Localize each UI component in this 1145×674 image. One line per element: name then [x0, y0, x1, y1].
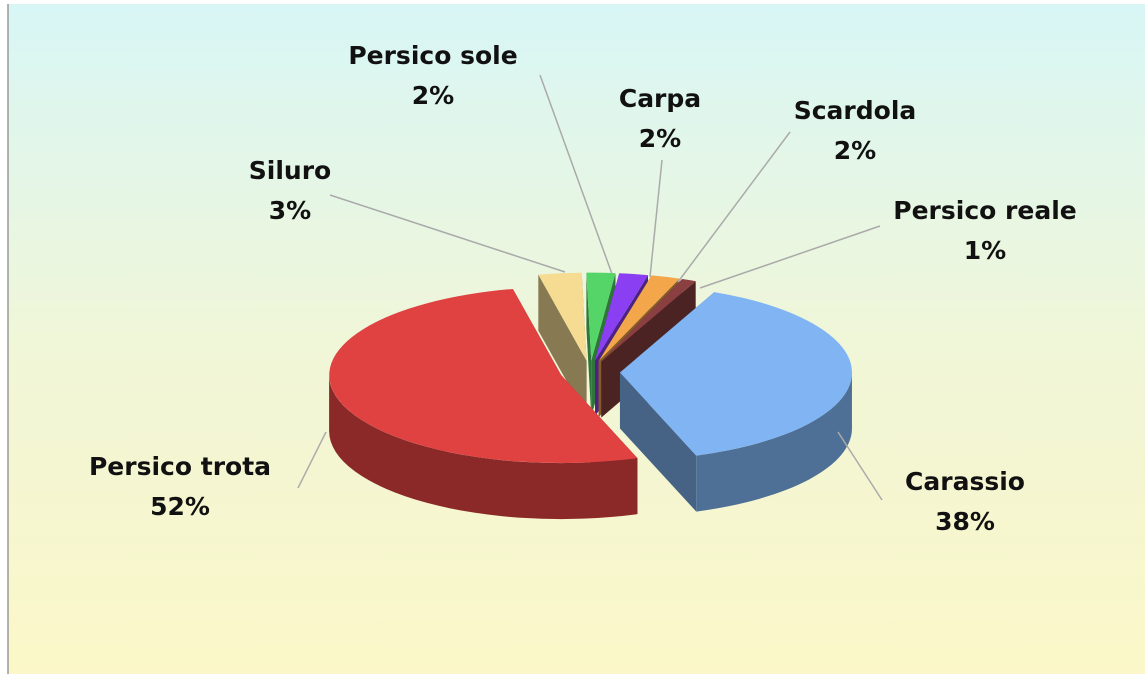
slice-wall [586, 272, 592, 417]
leader-line [649, 159, 663, 278]
slice-value-label: 2% [412, 81, 454, 110]
slice [538, 272, 587, 417]
slice-value-label: 1% [964, 236, 1006, 265]
slice-value-label: 2% [639, 124, 681, 153]
leader-line [677, 131, 791, 283]
leader-line [837, 431, 883, 501]
slice-top [595, 273, 648, 361]
slice-label: Carpa [619, 84, 701, 113]
slice-top [329, 288, 638, 464]
slice-top [538, 272, 587, 361]
leader-line [699, 225, 881, 289]
slice [329, 288, 638, 520]
slice-top [619, 292, 852, 456]
slice-value-label: 2% [834, 136, 876, 165]
slice-wall [538, 274, 587, 417]
slice-value-label: 52% [150, 492, 210, 521]
leader-line [329, 194, 566, 273]
slice-label: Persico reale [893, 196, 1076, 225]
slice [619, 292, 852, 512]
slice-side [329, 375, 638, 520]
leader-line [297, 431, 327, 489]
slice-label: Scardola [794, 96, 917, 125]
slice-value-label: 3% [269, 196, 311, 225]
slice-label: Persico trota [89, 452, 271, 481]
slice-label: Persico sole [348, 41, 517, 70]
slice-top [598, 275, 680, 362]
slice-side [696, 372, 852, 512]
leader-line [539, 74, 613, 275]
slice-label: Siluro [249, 156, 331, 185]
slice-top [601, 278, 696, 362]
slice-value-label: 38% [935, 507, 995, 536]
slice-top [586, 272, 616, 361]
slice-wall [619, 372, 697, 512]
slice-label: Carassio [905, 467, 1025, 496]
